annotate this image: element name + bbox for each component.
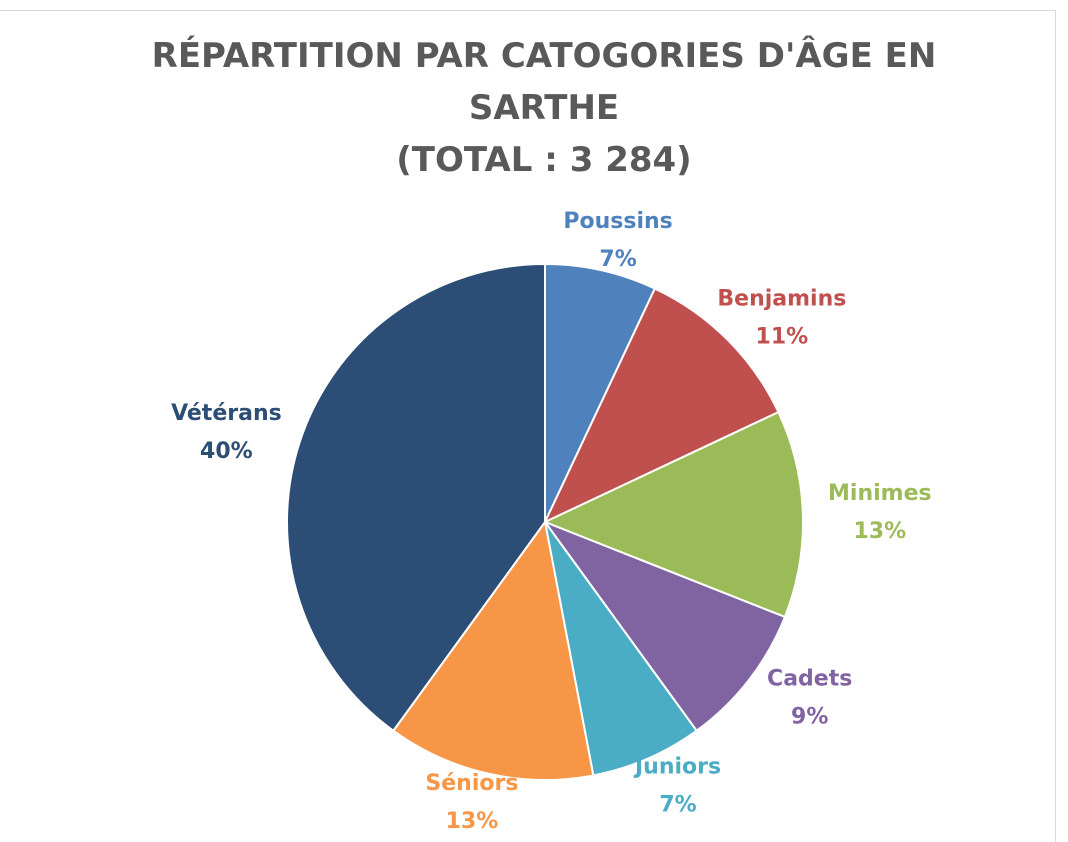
slice-value-label: 40% [200,439,253,464]
slice-label: Juniors [633,754,721,779]
pie-slice [542,410,804,619]
pie-slice [544,262,657,523]
slice-label: Poussins [563,209,672,234]
slice-label: Benjamins [717,286,846,311]
pie-slice [542,519,787,733]
slice-value-label: 13% [446,809,499,834]
pie-slice [544,521,699,777]
slice-value-label: 7% [599,247,636,272]
pie-slice [542,287,780,525]
pie-slice [286,262,546,733]
slice-label: Minimes [828,481,932,506]
slice-value-label: 9% [791,705,828,730]
chart-title: RÉPARTITION PAR CATOGORIES D'ÂGE EN SART… [151,36,937,128]
slice-value-label: 13% [853,519,906,544]
chart-frame [0,10,1056,842]
slice-label: Vétérans [171,401,282,426]
pie-slice [391,519,595,781]
slice-value-label: 11% [756,324,809,349]
chart-subtitle: (TOTAL : 3 284) [396,140,692,180]
slice-value-label: 7% [659,792,696,817]
slice-label: Cadets [767,667,852,692]
slice-label: Séniors [425,771,518,796]
